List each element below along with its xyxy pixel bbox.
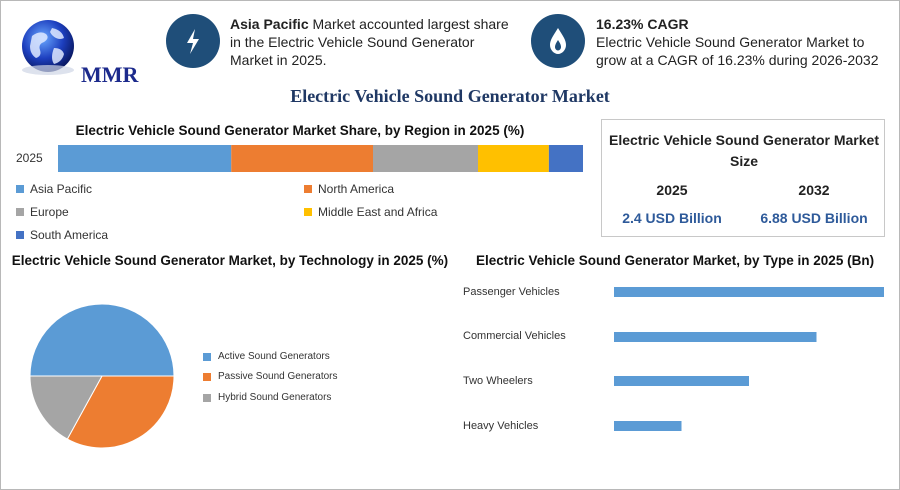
- legend-hybrid-sound: Hybrid Sound Generators: [203, 392, 331, 403]
- logo-text: MMR: [81, 62, 139, 87]
- market-size-value-2032: 6.88 USD Billion: [760, 210, 868, 226]
- legend-swatch: [203, 372, 211, 381]
- kpi-cagr-desc: Electric Vehicle Sound Generator Market …: [596, 34, 879, 68]
- legend-swatch: [16, 231, 24, 239]
- page-title: Electric Vehicle Sound Generator Market: [290, 86, 610, 106]
- kpi-region-desc: Market accounted largest share in the El…: [230, 16, 509, 68]
- region-chart-title: Electric Vehicle Sound Generator Market …: [75, 123, 525, 138]
- technology-pie: [29, 303, 175, 449]
- legend-label: Hybrid Sound Generators: [218, 392, 332, 403]
- type-bar-chart: [614, 287, 884, 431]
- market-size-year-2025: 2025: [656, 182, 688, 198]
- lightning-bolt-icon: [166, 14, 220, 68]
- legend-south-america: South America: [16, 228, 108, 242]
- type-label-two-wheelers: Two Wheelers: [463, 375, 533, 387]
- legend-label: Middle East and Africa: [318, 205, 438, 219]
- pie-slice-hybrid-sound-generators: [29, 375, 103, 440]
- type-label-heavy: Heavy Vehicles: [463, 420, 539, 432]
- region-segment-asia-pacific: [58, 145, 232, 172]
- type-bar-two-wheelers: [614, 376, 749, 386]
- mmr-logo: MMR: [14, 14, 144, 87]
- legend-asia-pacific: Asia Pacific: [16, 182, 92, 196]
- legend-swatch: [304, 208, 312, 216]
- kpi-region-text: Asia Pacific Market accounted largest sh…: [230, 15, 520, 69]
- kpi-cagr-text: 16.23% CAGR Electric Vehicle Sound Gener…: [596, 15, 886, 69]
- region-stacked-bar: [58, 145, 583, 172]
- globe-icon: [22, 20, 74, 75]
- market-size-value-2025: 2.4 USD Billion: [622, 210, 722, 226]
- legend-swatch: [203, 393, 211, 402]
- pie-slice-passive-sound-generators: [66, 375, 175, 449]
- legend-swatch: [304, 185, 312, 193]
- legend-label: Europe: [30, 205, 69, 219]
- legend-passive-sound: Passive Sound Generators: [203, 371, 338, 382]
- type-bar-passenger-vehicles: [614, 287, 884, 297]
- legend-europe: Europe: [16, 205, 69, 219]
- legend-swatch: [203, 352, 211, 361]
- market-size-year-2032: 2032: [798, 182, 830, 198]
- flame-drop-icon: [531, 14, 585, 68]
- kpi-region-bold: Asia Pacific: [230, 16, 309, 32]
- legend-label: Passive Sound Generators: [218, 371, 338, 382]
- type-bar-commercial-vehicles: [614, 332, 817, 342]
- region-segment-middle-east-and-africa: [478, 145, 549, 172]
- type-bar-heavy-vehicles: [614, 421, 682, 431]
- legend-label: Active Sound Generators: [218, 351, 330, 362]
- region-segment-europe: [373, 145, 478, 172]
- legend-north-america: North America: [304, 182, 394, 196]
- kpi-cagr-bold: 16.23% CAGR: [596, 16, 689, 32]
- market-size-title: Electric Vehicle Sound Generator Market …: [609, 132, 879, 169]
- legend-swatch: [16, 208, 24, 216]
- legend-active-sound: Active Sound Generators: [203, 351, 330, 362]
- legend-middle-east-africa: Middle East and Africa: [304, 205, 437, 219]
- legend-label: South America: [30, 228, 109, 242]
- type-chart-title: Electric Vehicle Sound Generator Market,…: [475, 253, 875, 268]
- legend-label: Asia Pacific: [30, 182, 93, 196]
- region-segment-north-america: [231, 145, 373, 172]
- region-category-label: 2025: [16, 151, 43, 165]
- type-label-commercial: Commercial Vehicles: [463, 330, 566, 342]
- region-segment-south-america: [548, 145, 583, 172]
- type-label-passenger: Passenger Vehicles: [463, 286, 560, 298]
- technology-chart-title: Electric Vehicle Sound Generator Market,…: [11, 253, 449, 268]
- legend-label: North America: [318, 182, 395, 196]
- legend-swatch: [16, 185, 24, 193]
- pie-slice-active-sound-generators: [29, 303, 175, 377]
- market-size-box: Electric Vehicle Sound Generator Market …: [601, 119, 885, 237]
